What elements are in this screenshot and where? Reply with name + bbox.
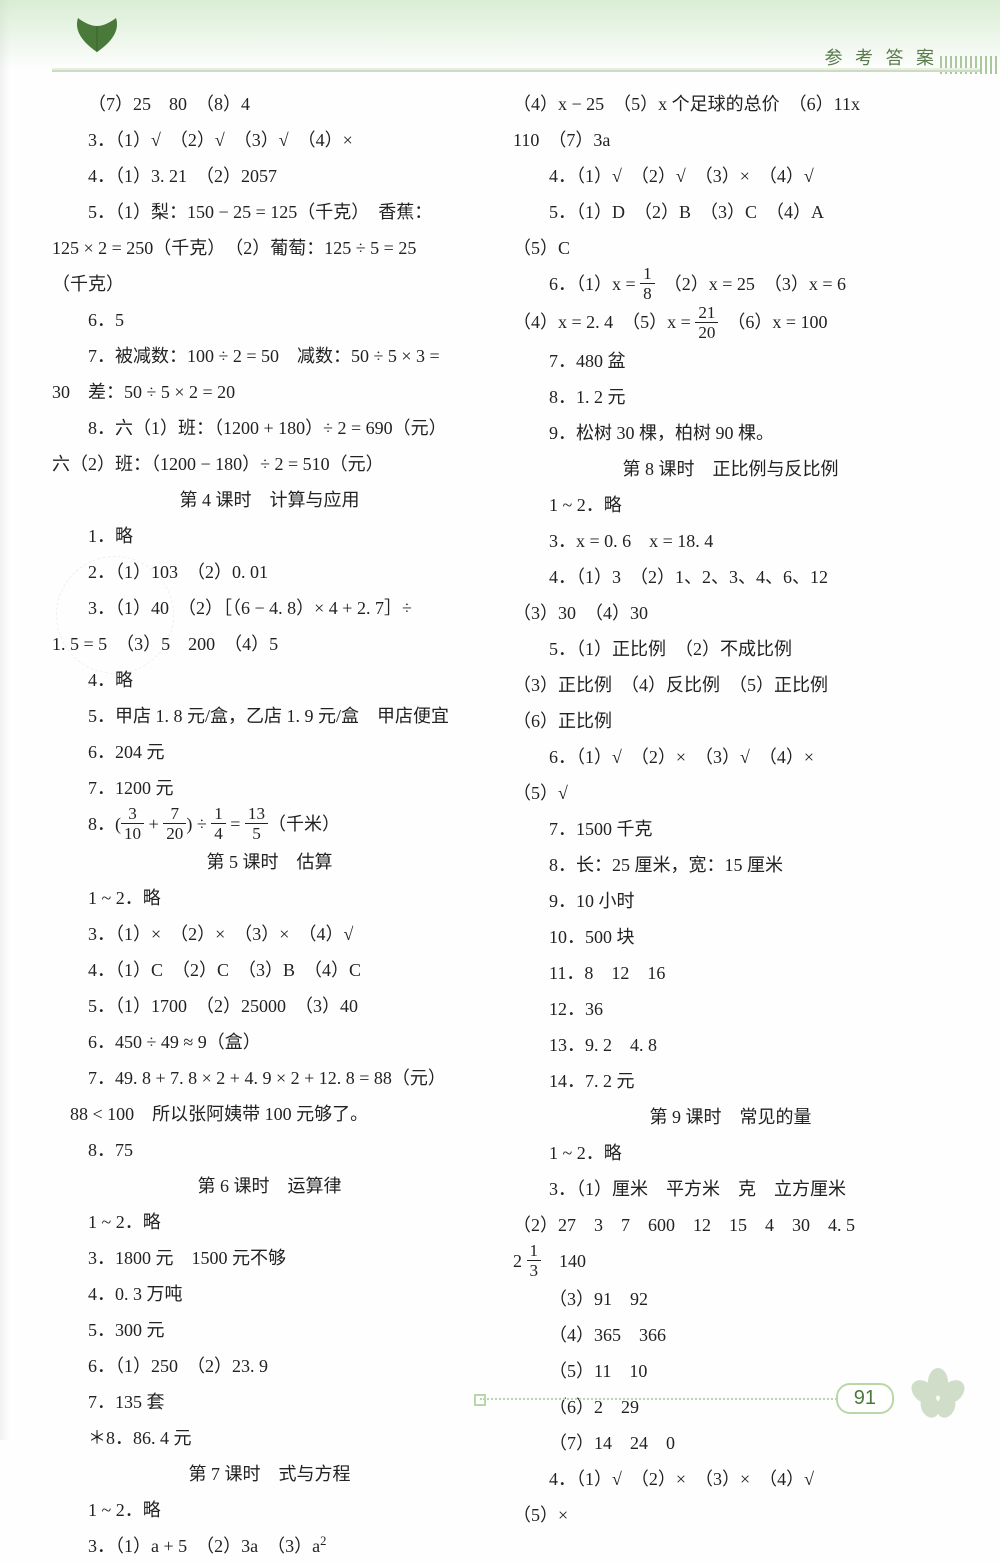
ans-line: 2 13 140 bbox=[513, 1243, 948, 1281]
ans-line: 3．（1）厘米 平方米 克 立方厘米 bbox=[513, 1171, 948, 1207]
fraction: 18 bbox=[640, 265, 655, 302]
ans-line: （5）× bbox=[513, 1497, 948, 1533]
footer-dotted-line bbox=[480, 1398, 840, 1400]
ans-line: 5．300 元 bbox=[52, 1312, 487, 1348]
ans-line: 125 × 2 = 250（千克） （2）葡萄：125 ÷ 5 = 25 bbox=[52, 230, 487, 266]
ans-line: 5．（1）正比例 （2）不成比例 bbox=[513, 631, 948, 667]
ans-line: 3．（1）√ （2）√ （3）√ （4）× bbox=[52, 122, 487, 158]
ans-line: 3．（1）× （2）× （3）× （4）√ bbox=[52, 916, 487, 952]
section-heading: 第 4 课时 计算与应用 bbox=[52, 482, 487, 518]
ans-line: 5．甲店 1. 8 元/盒，乙店 1. 9 元/盒 甲店便宜 bbox=[52, 698, 487, 734]
fraction: 2120 bbox=[695, 304, 718, 341]
fraction: 720 bbox=[163, 805, 186, 842]
ans-line: 1 ~ 2．略 bbox=[52, 1492, 487, 1528]
ans-line: 8．六（1）班：（1200 + 180）÷ 2 = 690（元） bbox=[52, 410, 487, 446]
ans-line: （3）正比例 （4）反比例 （5）正比例 bbox=[513, 667, 948, 703]
ans-line: 4．（1）3. 21 （2）2057 bbox=[52, 158, 487, 194]
ans-line: 4．（1）C （2）C （3）B （4）C bbox=[52, 952, 487, 988]
ans-line: 2．（1）103 （2）0. 01 bbox=[52, 554, 487, 590]
ans-line: 6．450 ÷ 49 ≈ 9（盒） bbox=[52, 1024, 487, 1060]
ans-line: 1．略 bbox=[52, 518, 487, 554]
ans-line: 3．（1）40 （2）［（6 − 4. 8）× 4 + 2. 7］÷ bbox=[52, 590, 487, 626]
ans-line: （2）27 3 7 600 12 15 4 30 4. 5 bbox=[513, 1207, 948, 1243]
section-heading: 第 6 课时 运算律 bbox=[52, 1168, 487, 1204]
ans-line: 30 差：50 ÷ 5 × 2 = 20 bbox=[52, 374, 487, 410]
ans-line: ＊8．86. 4 元 bbox=[52, 1420, 487, 1456]
ans-line: 六（2）班：（1200 − 180）÷ 2 = 510（元） bbox=[52, 446, 487, 482]
ans-line: 3．（1）a + 5 （2）3a （3）a2 bbox=[52, 1528, 487, 1564]
ans-line: 1 ~ 2．略 bbox=[513, 487, 948, 523]
ans-line: 8．1. 2 元 bbox=[513, 379, 948, 415]
ans-line: 4．（1）3 （2）1、2、3、4、6、12 bbox=[513, 559, 948, 595]
ans-line: 4．0. 3 万吨 bbox=[52, 1276, 487, 1312]
ans-line: 5．（1）D （2）B （3）C （4）A bbox=[513, 194, 948, 230]
ginkgo-leaf-icon bbox=[72, 12, 122, 54]
ans-line: 3．1800 元 1500 元不够 bbox=[52, 1240, 487, 1276]
ans-line: 5．（1）梨：150 − 25 = 125（千克） 香蕉： bbox=[52, 194, 487, 230]
ans-line: （3）91 92 bbox=[513, 1281, 948, 1317]
answer-content: （7）25 80 （8）4 3．（1）√ （2）√ （3）√ （4）× 4．（1… bbox=[52, 86, 948, 1370]
ans-line: （7）14 24 0 bbox=[513, 1425, 948, 1461]
ans-line: 88 < 100 所以张阿姨带 100 元够了。 bbox=[52, 1096, 487, 1132]
ans-line: 7．49. 8 + 7. 8 × 2 + 4. 9 × 2 + 12. 8 = … bbox=[52, 1060, 487, 1096]
ans-line: 1 ~ 2．略 bbox=[513, 1135, 948, 1171]
ans-line: 8．75 bbox=[52, 1132, 487, 1168]
ans-line: 13．9. 2 4. 8 bbox=[513, 1027, 948, 1063]
ans-line: 6．（1）x = 18 （2）x = 25 （3）x = 6 bbox=[513, 266, 948, 304]
ans-line: 6．204 元 bbox=[52, 734, 487, 770]
ans-line: 8．(310 + 720) ÷ 14 = 135（千米） bbox=[52, 806, 487, 844]
ans-line: 6．5 bbox=[52, 302, 487, 338]
ans-line: （5）√ bbox=[513, 775, 948, 811]
scan-edge bbox=[0, 0, 10, 1440]
ans-line: 6．（1）√ （2）× （3）√ （4）× bbox=[513, 739, 948, 775]
flower-icon bbox=[906, 1362, 970, 1420]
fraction: 310 bbox=[121, 805, 144, 842]
ans-line: 7．480 盆 bbox=[513, 343, 948, 379]
ans-line: 1 ~ 2．略 bbox=[52, 880, 487, 916]
section-heading: 第 9 课时 常见的量 bbox=[513, 1099, 948, 1135]
ans-line: （4）365 366 bbox=[513, 1317, 948, 1353]
ans-line: 9．10 小时 bbox=[513, 883, 948, 919]
ans-line: （4）x − 25 （5）x 个足球的总价 （6）11x bbox=[513, 86, 948, 122]
ans-line: 12．36 bbox=[513, 991, 948, 1027]
fraction: 135 bbox=[245, 805, 268, 842]
ans-line: 4．（1）√ （2）× （3）× （4）√ bbox=[513, 1461, 948, 1497]
ans-line: 7．1500 千克 bbox=[513, 811, 948, 847]
ans-line: 11．8 12 16 bbox=[513, 955, 948, 991]
fraction: 14 bbox=[211, 805, 226, 842]
fraction: 13 bbox=[527, 1242, 542, 1279]
section-heading: 第 7 课时 式与方程 bbox=[52, 1456, 487, 1492]
ans-line: （千克） bbox=[52, 266, 487, 302]
ans-line: 9．松树 30 棵，柏树 90 棵。 bbox=[513, 415, 948, 451]
header-title: 参 考 答 案 bbox=[825, 44, 939, 70]
ans-line: 14．7. 2 元 bbox=[513, 1063, 948, 1099]
ans-line: （3）30 （4）30 bbox=[513, 595, 948, 631]
ans-line: 4．（1）√ （2）√ （3）× （4）√ bbox=[513, 158, 948, 194]
ans-line: 1. 5 = 5 （3）5 200 （4）5 bbox=[52, 626, 487, 662]
header-rule bbox=[52, 70, 980, 72]
ans-line: （7）25 80 （8）4 bbox=[52, 86, 487, 122]
ans-line: 110 （7）3a bbox=[513, 122, 948, 158]
ans-line: 5．（1）1700 （2）25000 （3）40 bbox=[52, 988, 487, 1024]
ans-line: 7．被减数：100 ÷ 2 = 50 减数：50 ÷ 5 × 3 = bbox=[52, 338, 487, 374]
section-heading: 第 5 课时 估算 bbox=[52, 844, 487, 880]
ans-line: 7．1200 元 bbox=[52, 770, 487, 806]
ans-line: 3．x = 0. 6 x = 18. 4 bbox=[513, 523, 948, 559]
ans-line: 8．长：25 厘米，宽：15 厘米 bbox=[513, 847, 948, 883]
ans-line: （5）C bbox=[513, 230, 948, 266]
section-heading: 第 8 课时 正比例与反比例 bbox=[513, 451, 948, 487]
ans-line: （6）正比例 bbox=[513, 703, 948, 739]
page-footer: 91 bbox=[0, 1374, 1000, 1420]
ans-line: 4．略 bbox=[52, 662, 487, 698]
ans-line: 10．500 块 bbox=[513, 919, 948, 955]
ans-line: （4）x = 2. 4 （5）x = 2120 （6）x = 100 bbox=[513, 304, 948, 342]
ans-line: 1 ~ 2．略 bbox=[52, 1204, 487, 1240]
page-number: 91 bbox=[836, 1383, 894, 1414]
